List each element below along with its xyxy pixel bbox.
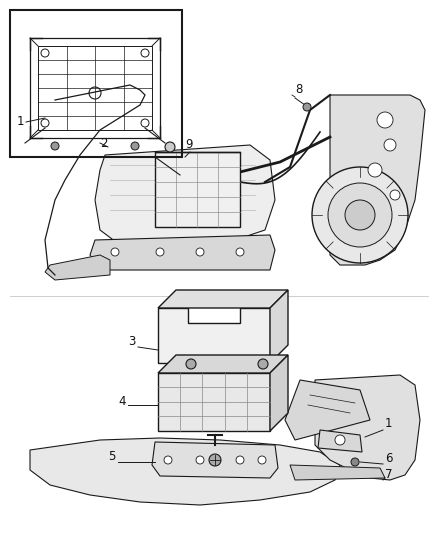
- Circle shape: [51, 142, 59, 150]
- Circle shape: [258, 456, 266, 464]
- Text: 5: 5: [108, 450, 115, 463]
- Circle shape: [165, 142, 175, 152]
- Circle shape: [186, 359, 196, 369]
- Polygon shape: [158, 308, 270, 363]
- Circle shape: [156, 248, 164, 256]
- Polygon shape: [90, 235, 275, 270]
- Circle shape: [312, 167, 408, 263]
- Circle shape: [368, 163, 382, 177]
- Circle shape: [236, 248, 244, 256]
- Polygon shape: [158, 355, 288, 373]
- Circle shape: [164, 456, 172, 464]
- Text: 4: 4: [118, 395, 126, 408]
- Circle shape: [303, 103, 311, 111]
- Text: 7: 7: [385, 468, 392, 481]
- Text: 1: 1: [385, 417, 392, 430]
- Polygon shape: [152, 442, 278, 478]
- Circle shape: [377, 112, 393, 128]
- Polygon shape: [290, 465, 385, 480]
- Circle shape: [345, 200, 375, 230]
- Circle shape: [196, 248, 204, 256]
- Polygon shape: [158, 373, 270, 431]
- Circle shape: [351, 458, 359, 466]
- Polygon shape: [270, 290, 288, 363]
- Circle shape: [131, 142, 139, 150]
- Polygon shape: [95, 145, 275, 245]
- Bar: [155, 152, 240, 227]
- Circle shape: [390, 190, 400, 200]
- Text: 9: 9: [185, 138, 192, 151]
- Text: 3: 3: [128, 335, 135, 348]
- Circle shape: [196, 456, 204, 464]
- Text: 1: 1: [17, 115, 25, 128]
- Circle shape: [111, 248, 119, 256]
- Polygon shape: [285, 380, 370, 440]
- Polygon shape: [45, 255, 110, 280]
- Polygon shape: [315, 375, 420, 480]
- Circle shape: [209, 454, 221, 466]
- Text: 8: 8: [295, 83, 302, 96]
- Circle shape: [384, 139, 396, 151]
- Circle shape: [328, 183, 392, 247]
- Polygon shape: [318, 430, 362, 452]
- Circle shape: [236, 456, 244, 464]
- Polygon shape: [330, 95, 425, 265]
- Polygon shape: [30, 438, 340, 505]
- Polygon shape: [158, 290, 288, 308]
- Polygon shape: [270, 355, 288, 431]
- Circle shape: [258, 359, 268, 369]
- Text: 6: 6: [385, 452, 392, 465]
- Circle shape: [335, 435, 345, 445]
- Text: 2: 2: [100, 137, 107, 150]
